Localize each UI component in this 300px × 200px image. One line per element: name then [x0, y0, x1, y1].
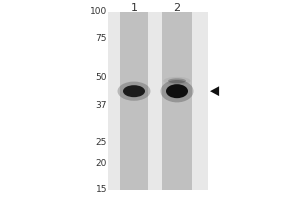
Ellipse shape [123, 85, 145, 97]
Bar [120, 12, 148, 190]
Polygon shape [210, 86, 219, 96]
Bar [162, 12, 192, 190]
Text: 20: 20 [96, 159, 107, 168]
Text: 37: 37 [95, 101, 107, 110]
Text: 100: 100 [90, 7, 107, 17]
Text: 50: 50 [95, 73, 107, 82]
Ellipse shape [118, 82, 151, 101]
Text: 2: 2 [173, 3, 181, 13]
Ellipse shape [168, 78, 186, 83]
Text: 1: 1 [130, 3, 137, 13]
Bar [108, 12, 208, 190]
Ellipse shape [160, 80, 194, 102]
Text: 15: 15 [95, 186, 107, 194]
Text: 75: 75 [95, 34, 107, 43]
Text: 25: 25 [96, 138, 107, 147]
Ellipse shape [164, 77, 190, 85]
Ellipse shape [166, 84, 188, 98]
